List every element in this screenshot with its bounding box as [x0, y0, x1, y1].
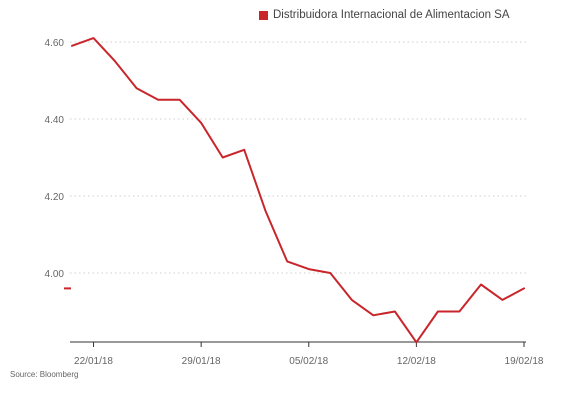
y-tick-label: 4.20 — [45, 192, 65, 203]
source-note: Source: Bloomberg — [10, 370, 79, 379]
y-tick-label: 4.40 — [45, 115, 65, 126]
y-tick-label: 4.60 — [45, 38, 65, 49]
x-tick-label: 29/01/18 — [182, 356, 221, 367]
legend: Distribuidora Internacional de Alimentac… — [259, 9, 510, 21]
gridlines — [70, 41, 526, 274]
series-layer — [64, 37, 525, 344]
x-tick-label: 19/02/18 — [505, 356, 544, 367]
y-axis: 4.60 4.40 4.20 4.00 — [45, 38, 65, 280]
x-tick-label: 12/02/18 — [397, 356, 436, 367]
x-axis: 22/01/18 29/01/18 05/02/18 12/02/18 19/02/18 — [70, 341, 544, 367]
series-line — [71, 37, 525, 344]
x-tick-label: 05/02/18 — [289, 356, 328, 367]
legend-label: Distribuidora Internacional de Alimentac… — [273, 9, 510, 21]
y-tick-label: 4.00 — [45, 269, 65, 280]
legend-swatch — [259, 10, 268, 20]
x-tick-label: 22/01/18 — [74, 356, 113, 367]
